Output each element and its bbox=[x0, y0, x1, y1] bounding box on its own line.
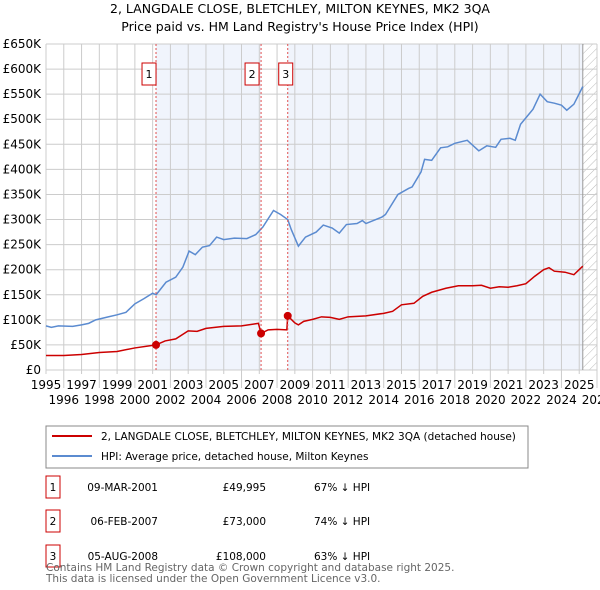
x-tick-label: 2011 bbox=[315, 378, 346, 392]
x-tick-label: 2017 bbox=[422, 378, 453, 392]
x-tick-label: 2005 bbox=[208, 378, 239, 392]
x-tick-label: 2025 bbox=[564, 378, 595, 392]
x-tick-label: 2010 bbox=[297, 393, 328, 407]
y-tick-label: £300K bbox=[3, 213, 43, 227]
x-tick-label: 1999 bbox=[102, 378, 133, 392]
x-tick-label: 2016 bbox=[404, 393, 435, 407]
legend-label-property: 2, LANGDALE CLOSE, BLETCHLEY, MILTON KEY… bbox=[101, 431, 516, 443]
sale-row-date: 05-AUG-2008 bbox=[88, 551, 158, 563]
x-tick-label: 2019 bbox=[457, 378, 488, 392]
footer-line-2: This data is licensed under the Open Gov… bbox=[45, 573, 381, 585]
x-tick-label: 1996 bbox=[49, 393, 80, 407]
x-tick-label: 2023 bbox=[528, 378, 559, 392]
legend-label-hpi: HPI: Average price, detached house, Milt… bbox=[101, 451, 368, 463]
sale-row-price: £49,995 bbox=[223, 482, 266, 494]
sale-row-hpi: 74% ↓ HPI bbox=[314, 516, 370, 528]
y-tick-label: £150K bbox=[3, 288, 43, 302]
y-tick-label: £450K bbox=[3, 137, 43, 151]
x-tick-label: 2012 bbox=[333, 393, 364, 407]
y-tick-label: £200K bbox=[3, 263, 43, 277]
hpi-line bbox=[45, 86, 584, 329]
x-tick-label: 2008 bbox=[262, 393, 293, 407]
sale-label-number: 1 bbox=[146, 68, 153, 81]
x-tick-label: 2003 bbox=[173, 378, 204, 392]
x-tick-label: 2002 bbox=[155, 393, 186, 407]
sale-row-date: 09-MAR-2001 bbox=[87, 482, 158, 494]
x-tick-label: 2013 bbox=[351, 378, 382, 392]
x-tick-label: 2009 bbox=[280, 378, 311, 392]
x-tick-label: 2007 bbox=[244, 378, 275, 392]
chart-subtitle: Price paid vs. HM Land Registry's House … bbox=[121, 19, 478, 34]
sale-row-badge bbox=[45, 475, 61, 499]
y-tick-label: £250K bbox=[3, 238, 43, 252]
sale-row-price: £73,000 bbox=[223, 516, 266, 528]
x-tick-label: 2024 bbox=[546, 393, 577, 407]
x-tick-label: 2015 bbox=[386, 378, 417, 392]
y-tick-label: £350K bbox=[3, 187, 43, 201]
property-price-line bbox=[46, 265, 584, 357]
x-tick-label: 2000 bbox=[120, 393, 151, 407]
sale-row-hpi: 63% ↓ HPI bbox=[314, 551, 370, 563]
future-hatch bbox=[582, 44, 597, 370]
sale-label-number: 3 bbox=[282, 68, 289, 81]
x-tick-label: 2004 bbox=[191, 393, 222, 407]
shaded-period-3 bbox=[287, 44, 583, 370]
sale-label-box bbox=[141, 62, 157, 86]
x-tick-label: 2006 bbox=[226, 393, 257, 407]
y-tick-label: £50K bbox=[10, 338, 42, 352]
y-tick-label: £100K bbox=[3, 313, 43, 327]
sale-label-box bbox=[278, 62, 294, 86]
sale-row-price: £108,000 bbox=[216, 551, 266, 563]
x-tick-label: 2020 bbox=[475, 393, 506, 407]
y-tick-label: £500K bbox=[3, 112, 43, 126]
sale-point bbox=[257, 329, 266, 338]
sale-row-number: 3 bbox=[50, 551, 57, 563]
legend-box bbox=[45, 425, 529, 469]
sale-point bbox=[152, 340, 161, 349]
x-tick-label: 1995 bbox=[31, 378, 62, 392]
sale-row-badge bbox=[45, 509, 61, 533]
y-tick-label: £650K bbox=[3, 37, 43, 51]
x-tick-label: 2026 bbox=[582, 393, 600, 407]
sale-row-hpi: 67% ↓ HPI bbox=[314, 482, 370, 494]
shaded-period-1 bbox=[156, 44, 262, 370]
x-tick-label: 1997 bbox=[66, 378, 97, 392]
sale-label-number: 2 bbox=[249, 68, 256, 81]
y-tick-label: £400K bbox=[3, 162, 43, 176]
sale-row-number: 2 bbox=[50, 516, 57, 528]
x-tick-label: 2014 bbox=[368, 393, 399, 407]
sale-row-badge bbox=[45, 544, 61, 568]
chart-title: 2, LANGDALE CLOSE, BLETCHLEY, MILTON KEY… bbox=[110, 1, 490, 16]
x-tick-label: 2018 bbox=[440, 393, 471, 407]
sale-row-number: 1 bbox=[50, 482, 57, 494]
y-tick-label: £0 bbox=[26, 363, 41, 377]
x-tick-label: 2001 bbox=[137, 378, 168, 392]
footer-line-1: Contains HM Land Registry data © Crown c… bbox=[46, 562, 454, 574]
sale-row-date: 06-FEB-2007 bbox=[90, 516, 158, 528]
sale-point bbox=[283, 311, 292, 320]
x-tick-label: 1998 bbox=[84, 393, 115, 407]
sale-label-box bbox=[244, 62, 260, 86]
x-tick-label: 2021 bbox=[493, 378, 524, 392]
y-tick-label: £600K bbox=[3, 62, 43, 76]
y-tick-label: £550K bbox=[3, 87, 43, 101]
x-tick-label: 2022 bbox=[511, 393, 542, 407]
